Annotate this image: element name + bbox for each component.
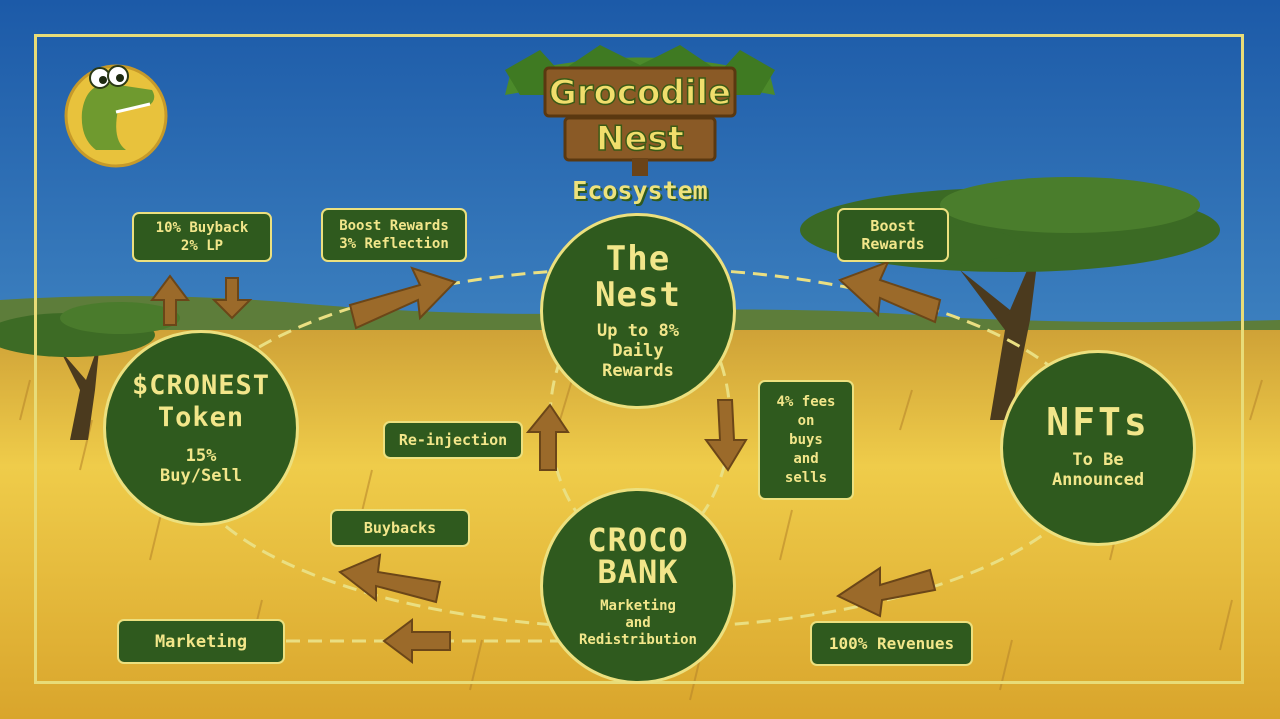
label-revenues[interactable]: 100% Revenues <box>810 621 973 666</box>
nfts-desc-1: To Be <box>1072 450 1124 470</box>
revenues-text: 100% Revenues <box>828 633 955 653</box>
arrow-to-marketing <box>382 618 451 664</box>
acacia-tree-left-icon <box>0 302 180 440</box>
token-title-2: Token <box>157 402 245 433</box>
nest-desc-1: Up to 8% <box>597 321 679 341</box>
label-fees[interactable]: 4% fees on buys and sells <box>758 380 854 500</box>
sign-title-line1: Grocodile <box>549 73 731 113</box>
nest-title-1: The <box>605 239 671 279</box>
node-croco-bank[interactable]: CROCO BANK Marketing and Redistribution <box>540 488 736 684</box>
bank-desc-3: Redistribution <box>578 631 697 648</box>
arrow-nest-to-bank <box>704 399 748 472</box>
boost-rewards-line1: Boost <box>870 217 916 235</box>
fees-line4: and <box>793 450 819 467</box>
nfts-desc-2: Announced <box>1051 470 1145 490</box>
nest-title-2: Nest <box>595 275 681 315</box>
ecosystem-subtitle: Ecosystem <box>572 176 708 205</box>
fees-line2: on <box>797 412 815 429</box>
arrow-bank-to-token <box>338 553 442 604</box>
label-marketing[interactable]: Marketing <box>117 619 285 664</box>
arrow-token-to-nest <box>348 266 457 330</box>
bank-title-1: CROCO <box>587 520 689 559</box>
sign-title-line2: Nest <box>596 119 684 159</box>
buyback-lp-line1: 10% Buyback <box>155 220 249 236</box>
bank-title-2: BANK <box>597 552 679 591</box>
node-nfts[interactable]: NFTs To Be Announced <box>1000 350 1196 546</box>
node-the-nest[interactable]: The Nest Up to 8% Daily Rewards <box>540 213 736 409</box>
buyback-lp-line2: 2% LP <box>180 238 224 254</box>
label-boost-rewards[interactable]: Boost Rewards <box>837 208 949 262</box>
arrow-bank-to-nest <box>525 403 570 471</box>
reinjection-text: Re-injection <box>398 431 508 449</box>
boost-reflection-line1: Boost Rewards <box>339 218 449 234</box>
bank-desc-1: Marketing <box>600 597 676 614</box>
token-desc-2: Buy/Sell <box>160 466 242 486</box>
token-desc-1: 15% <box>185 446 217 466</box>
boost-reflection-line2: 3% Reflection <box>339 236 449 252</box>
arrow-down-from-buyback <box>211 277 253 320</box>
arrow-nfts-to-bank <box>835 566 937 618</box>
buybacks-text: Buybacks <box>363 519 437 537</box>
nest-desc-3: Rewards <box>602 361 674 381</box>
marketing-text: Marketing <box>154 631 248 652</box>
label-buybacks[interactable]: Buybacks <box>330 509 470 547</box>
arrow-up-to-buyback <box>150 274 190 326</box>
crocodile-mascot-icon <box>64 64 168 168</box>
label-boost-reflection[interactable]: Boost Rewards 3% Reflection <box>321 208 467 262</box>
arrow-nfts-to-nest <box>838 260 942 324</box>
node-cronest-token[interactable]: $CRONEST Token 15% Buy/Sell <box>103 330 299 526</box>
nfts-title: NFTs <box>1046 400 1150 444</box>
boost-rewards-line2: Rewards <box>861 235 925 253</box>
wooden-sign-icon: Grocodile Nest <box>505 45 775 176</box>
fees-line5: sells <box>784 469 828 486</box>
label-buyback-lp[interactable]: 10% Buyback 2% LP <box>132 212 272 262</box>
fees-line3: buys <box>789 431 823 448</box>
fees-line1: 4% fees <box>776 393 836 410</box>
bank-desc-2: and <box>625 614 651 631</box>
nest-desc-2: Daily <box>612 341 664 361</box>
label-reinjection[interactable]: Re-injection <box>383 421 523 459</box>
token-title-1: $CRONEST <box>131 370 271 401</box>
